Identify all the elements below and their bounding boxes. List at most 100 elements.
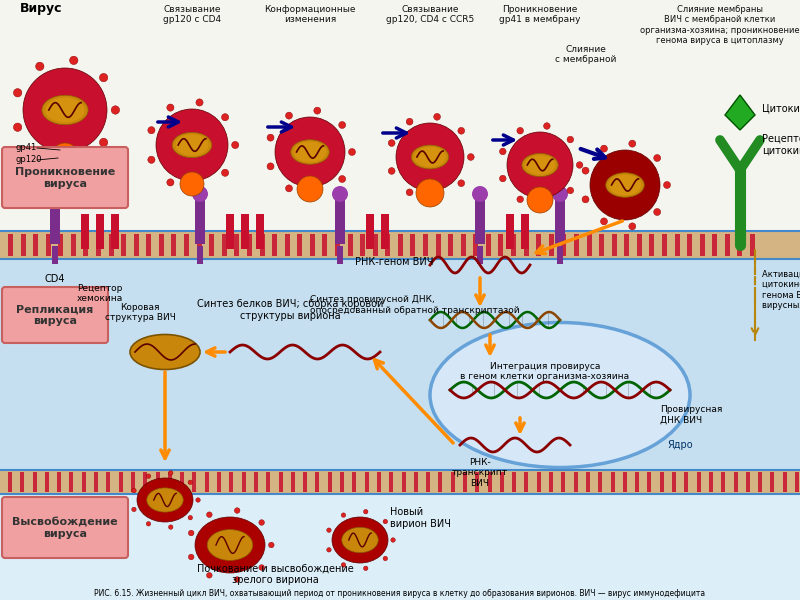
Circle shape	[222, 169, 229, 176]
Bar	[0, 0, 800, 270]
FancyBboxPatch shape	[2, 287, 108, 343]
Circle shape	[567, 187, 574, 194]
Text: Проникновение
gp41 в мембрану: Проникновение gp41 в мембрану	[499, 5, 581, 25]
Text: Синтез белков ВИЧ; сборка коровой
структуры вириона: Синтез белков ВИЧ; сборка коровой структ…	[197, 299, 383, 321]
Bar	[586, 472, 590, 492]
Circle shape	[383, 519, 387, 524]
Bar	[111, 214, 119, 249]
Bar	[347, 234, 353, 256]
Circle shape	[146, 474, 150, 478]
Circle shape	[552, 186, 568, 202]
Bar	[574, 472, 578, 492]
Bar	[285, 234, 290, 256]
Circle shape	[36, 62, 44, 71]
Circle shape	[169, 470, 173, 475]
Bar	[586, 234, 591, 256]
Bar	[109, 234, 114, 256]
Circle shape	[196, 184, 203, 191]
Text: Рецептор
хемокина: Рецептор хемокина	[77, 284, 123, 304]
Circle shape	[517, 127, 523, 134]
Circle shape	[654, 155, 661, 161]
Circle shape	[342, 513, 346, 517]
Circle shape	[629, 140, 636, 147]
Circle shape	[499, 148, 506, 155]
Bar	[94, 472, 98, 492]
Ellipse shape	[290, 140, 330, 164]
Bar	[398, 234, 403, 256]
Circle shape	[406, 118, 413, 125]
Bar	[168, 472, 172, 492]
Bar	[106, 472, 110, 492]
Bar	[598, 472, 602, 492]
Bar	[650, 234, 654, 256]
Ellipse shape	[525, 155, 555, 175]
Bar	[770, 472, 774, 492]
Bar	[414, 472, 418, 492]
Circle shape	[166, 179, 174, 186]
Bar	[143, 472, 147, 492]
Bar	[435, 234, 441, 256]
Bar	[574, 234, 579, 256]
Bar	[758, 472, 762, 492]
Bar	[448, 234, 453, 256]
Circle shape	[326, 528, 331, 532]
Text: Конформационные
изменения: Конформационные изменения	[264, 5, 356, 25]
Bar	[52, 246, 58, 264]
Ellipse shape	[42, 95, 88, 125]
Circle shape	[314, 190, 321, 197]
Bar	[0, 490, 800, 600]
Bar	[486, 234, 491, 256]
Circle shape	[458, 127, 465, 134]
Ellipse shape	[430, 323, 690, 467]
Bar	[96, 214, 104, 249]
Circle shape	[314, 107, 321, 114]
Bar	[259, 234, 265, 256]
Bar	[700, 234, 705, 256]
Circle shape	[196, 99, 203, 106]
Circle shape	[51, 143, 79, 171]
Circle shape	[383, 556, 387, 561]
Circle shape	[396, 123, 464, 191]
Ellipse shape	[414, 147, 446, 167]
Circle shape	[167, 104, 174, 111]
Bar	[672, 472, 676, 492]
Bar	[461, 234, 466, 256]
Bar	[21, 234, 26, 256]
Circle shape	[267, 134, 274, 141]
Bar	[83, 234, 89, 256]
Bar	[712, 234, 718, 256]
Bar	[81, 214, 89, 249]
Bar	[500, 472, 504, 492]
Circle shape	[349, 148, 355, 155]
Circle shape	[234, 508, 240, 514]
Bar	[256, 214, 264, 249]
Circle shape	[363, 509, 368, 514]
Circle shape	[111, 106, 120, 114]
Bar	[197, 234, 202, 256]
Circle shape	[338, 122, 346, 128]
Text: Синтез провирусной ДНК,
опосредованный обратной транскриптазой: Синтез провирусной ДНК, опосредованный о…	[310, 295, 520, 314]
Bar	[337, 246, 343, 264]
Bar	[291, 472, 295, 492]
Bar	[217, 472, 221, 492]
Bar	[647, 472, 651, 492]
Circle shape	[654, 208, 661, 215]
Bar	[746, 472, 750, 492]
Bar	[171, 234, 177, 256]
Bar	[365, 472, 369, 492]
Bar	[537, 472, 541, 492]
Bar	[322, 234, 327, 256]
Circle shape	[269, 542, 274, 548]
Bar	[0, 231, 800, 259]
Circle shape	[70, 56, 78, 65]
Bar	[33, 472, 37, 492]
Bar	[230, 472, 234, 492]
Bar	[247, 234, 252, 256]
Bar	[709, 472, 713, 492]
Bar	[557, 246, 563, 264]
Bar	[226, 214, 234, 249]
Circle shape	[259, 520, 265, 526]
Ellipse shape	[207, 530, 253, 560]
Bar	[184, 234, 189, 256]
Ellipse shape	[332, 517, 388, 563]
